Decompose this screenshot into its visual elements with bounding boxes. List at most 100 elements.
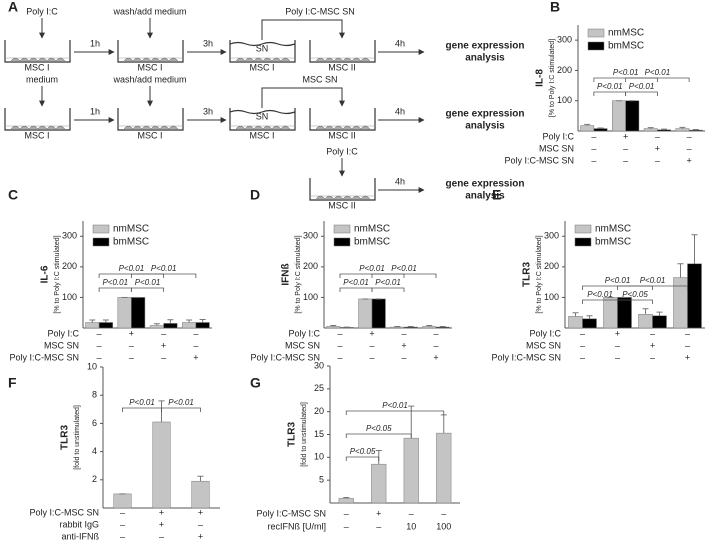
cell bbox=[168, 125, 179, 130]
bar bbox=[358, 298, 373, 329]
condition-mark: – bbox=[198, 519, 203, 529]
y-tick-label: 10 bbox=[314, 452, 324, 462]
significance-label: P<0.01 bbox=[587, 290, 613, 299]
condition-mark: – bbox=[97, 352, 102, 362]
condition-mark: – bbox=[615, 340, 620, 350]
cell bbox=[315, 57, 326, 62]
legend-label: bmMSC bbox=[113, 237, 149, 248]
condition-label: Poly I:C-MSC SN bbox=[29, 507, 99, 517]
significance-bracket bbox=[617, 285, 688, 290]
y-tick-label: 300 bbox=[557, 35, 572, 45]
significance-bracket bbox=[371, 287, 405, 292]
condition-label: MSC SN bbox=[539, 143, 574, 153]
cell bbox=[333, 57, 344, 62]
y-tick-label: 300 bbox=[303, 231, 318, 241]
diagram-label: 4h bbox=[395, 176, 405, 186]
y-tick-label: 100 bbox=[544, 292, 559, 302]
significance-label: P<0.01 bbox=[391, 264, 417, 273]
condition-mark: – bbox=[650, 352, 655, 362]
cell bbox=[10, 125, 21, 130]
cell bbox=[46, 125, 57, 130]
condition-label: Poly I:C bbox=[288, 328, 320, 338]
legend-swatch bbox=[574, 237, 592, 247]
condition-mark: + bbox=[198, 531, 203, 541]
error-bar bbox=[394, 325, 401, 328]
cell bbox=[315, 125, 326, 130]
error-bar bbox=[584, 123, 591, 126]
bar bbox=[652, 315, 667, 329]
dish bbox=[229, 108, 296, 131]
condition-mark: + bbox=[161, 340, 166, 350]
legend-label: nmMSC bbox=[595, 224, 631, 235]
condition-mark: – bbox=[580, 352, 585, 362]
significance-bracket bbox=[345, 410, 445, 415]
legend-swatch bbox=[333, 224, 351, 234]
error-bar bbox=[586, 315, 593, 319]
condition-mark: – bbox=[433, 328, 438, 338]
legend-label: nmMSC bbox=[354, 224, 390, 235]
condition-mark: – bbox=[401, 352, 406, 362]
panel-label: G bbox=[250, 375, 261, 391]
cell bbox=[262, 125, 273, 130]
condition-mark: – bbox=[685, 328, 690, 338]
legend-swatch bbox=[587, 41, 605, 51]
bar bbox=[436, 432, 452, 504]
condition-label: Poly I:C-MSC SN bbox=[491, 352, 561, 362]
y-tick-label: 100 bbox=[62, 292, 77, 302]
error-bar bbox=[572, 312, 579, 317]
error-bar bbox=[439, 325, 446, 328]
y-axis-title: TLR3 bbox=[522, 262, 533, 287]
y-tick-label: 6 bbox=[92, 418, 97, 428]
bar bbox=[603, 297, 618, 329]
y-axis-title: IL-6 bbox=[40, 265, 51, 283]
y-tick-label: 200 bbox=[544, 261, 559, 271]
condition-mark: – bbox=[580, 340, 585, 350]
diagram-label: MSC I bbox=[249, 130, 274, 140]
cell bbox=[351, 125, 362, 130]
bar bbox=[582, 318, 597, 329]
diagram-label: 3h bbox=[203, 38, 213, 48]
cell bbox=[55, 57, 66, 62]
bar bbox=[131, 297, 146, 329]
condition-mark: – bbox=[685, 340, 690, 350]
cell bbox=[19, 57, 30, 62]
y-tick-label: 2 bbox=[92, 474, 97, 484]
condition-mark: + bbox=[159, 507, 164, 517]
cell bbox=[244, 57, 255, 62]
panel-label: A bbox=[8, 0, 18, 15]
cell bbox=[123, 125, 134, 130]
legend-swatch bbox=[587, 28, 605, 38]
significance-bracket bbox=[625, 91, 658, 96]
y-axis-subtitle: [fold to unstimulated] bbox=[74, 405, 81, 470]
legend-swatch bbox=[574, 224, 592, 234]
diagram-label: 4h bbox=[395, 38, 405, 48]
condition-mark: – bbox=[337, 340, 342, 350]
condition-mark: – bbox=[591, 143, 596, 153]
y-tick-label: 25 bbox=[314, 383, 324, 393]
dish bbox=[117, 40, 184, 63]
cell bbox=[324, 125, 335, 130]
condition-label: recIFNß [U/ml] bbox=[268, 521, 327, 531]
cell bbox=[19, 125, 30, 130]
bar bbox=[612, 100, 626, 132]
condition-mark: – bbox=[337, 328, 342, 338]
significance-label: P<0.01 bbox=[382, 401, 408, 410]
significance-label: P<0.01 bbox=[645, 68, 671, 77]
condition-mark: – bbox=[369, 340, 374, 350]
cell bbox=[235, 57, 246, 62]
diagram-label: 1h bbox=[90, 38, 100, 48]
y-axis-subtitle: [% to Poly I:C stimulated] bbox=[54, 235, 61, 313]
error-bar bbox=[186, 319, 193, 323]
condition-mark: – bbox=[161, 352, 166, 362]
condition-mark: + bbox=[129, 328, 134, 338]
cell bbox=[28, 57, 39, 62]
condition-label: rabbit IgG bbox=[59, 519, 99, 529]
y-tick-label: 15 bbox=[314, 429, 324, 439]
cell bbox=[159, 57, 170, 62]
condition-mark: + bbox=[401, 340, 406, 350]
bar bbox=[182, 322, 197, 329]
dish bbox=[117, 108, 184, 131]
y-tick-label: 20 bbox=[314, 406, 324, 416]
condition-label: Poly I:C bbox=[542, 131, 574, 141]
